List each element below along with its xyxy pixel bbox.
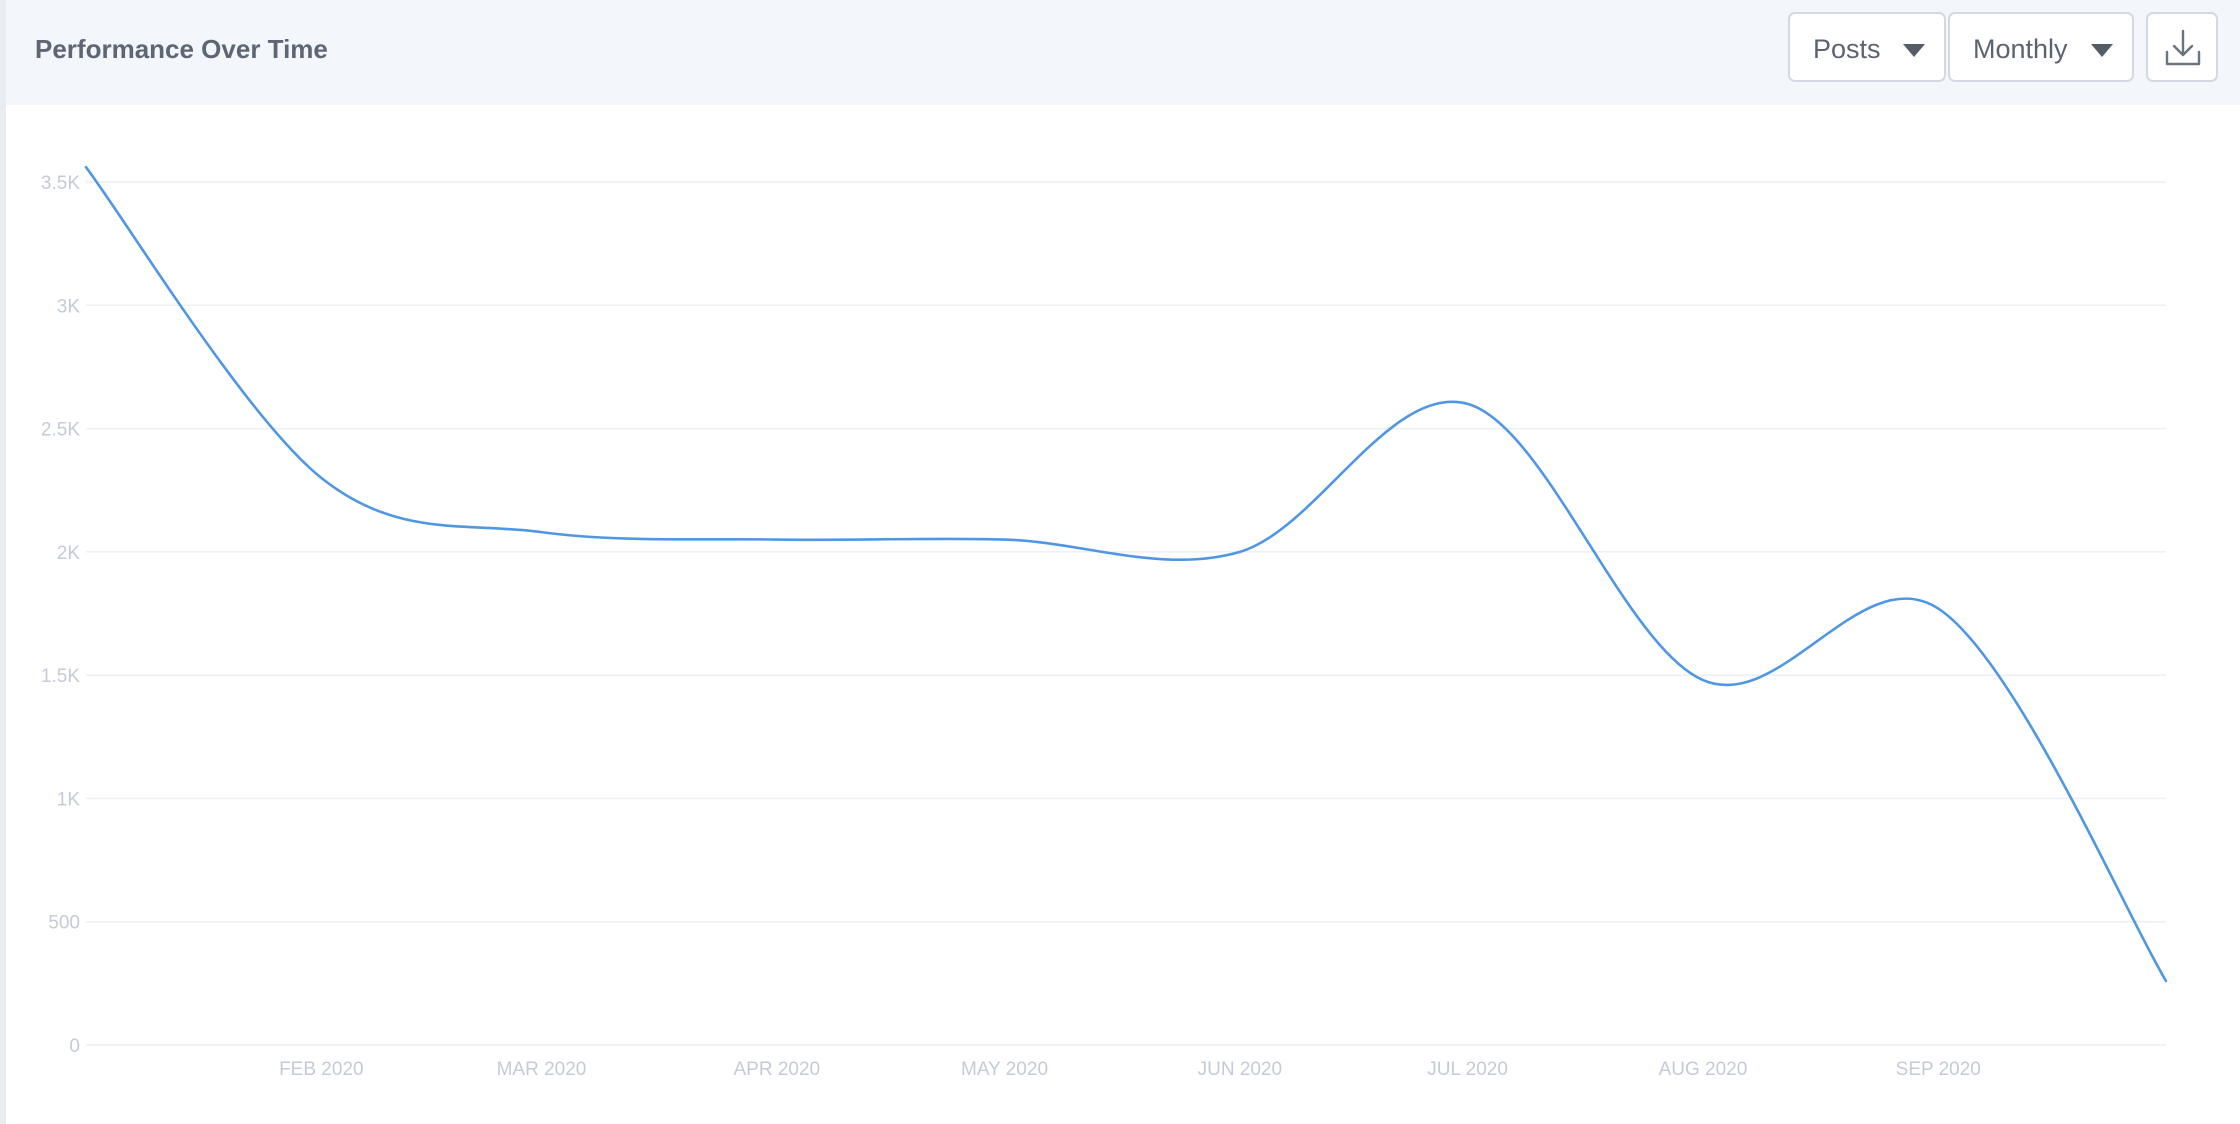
x-tick-label: JUN 2020 <box>1198 1059 1283 1080</box>
y-tick-label: 2K <box>57 543 81 564</box>
metric-dropdown-label: Posts <box>1813 34 1881 64</box>
series-line <box>84 165 2168 983</box>
chevron-down-icon <box>1903 44 1925 57</box>
chart-header: Performance Over Time Posts Monthly <box>6 0 2240 105</box>
metric-dropdown[interactable]: Posts <box>1788 12 1946 82</box>
chart-panel: Performance Over Time Posts Monthly 0 500… <box>6 0 2240 1124</box>
x-axis: FEB 2020 MAR 2020 APR 2020 MAY 2020 JUN 2020… <box>279 1059 1981 1080</box>
y-tick-label: 3K <box>57 296 81 317</box>
y-tick-label: 2.5K <box>41 420 80 441</box>
y-tick-label: 3.5K <box>41 173 80 194</box>
line-chart: 0 500 1K 1.5K 2K 2.5K 3K 3.5K FEB 2020 MAR 2020 A… <box>41 165 2168 1080</box>
gridlines <box>86 181 2166 1046</box>
y-tick-label: 1K <box>57 789 81 810</box>
chevron-down-icon <box>2091 44 2113 57</box>
x-tick-label: JUL 2020 <box>1427 1059 1508 1080</box>
x-tick-label: AUG 2020 <box>1659 1059 1748 1080</box>
interval-dropdown[interactable]: Monthly <box>1948 12 2134 82</box>
download-icon <box>2165 29 2201 66</box>
x-tick-label: MAY 2020 <box>961 1059 1048 1080</box>
x-tick-label: MAR 2020 <box>497 1059 587 1080</box>
series-layer <box>84 165 2168 983</box>
chart-title: Performance Over Time <box>35 34 328 64</box>
y-tick-label: 1.5K <box>41 666 80 687</box>
x-tick-label: APR 2020 <box>733 1059 820 1080</box>
x-tick-label: SEP 2020 <box>1896 1059 1981 1080</box>
y-axis: 0 500 1K 1.5K 2K 2.5K 3K 3.5K <box>41 173 80 1057</box>
x-tick-label: FEB 2020 <box>279 1059 364 1080</box>
interval-dropdown-label: Monthly <box>1973 34 2068 64</box>
y-tick-label: 500 <box>48 913 80 934</box>
y-tick-label: 0 <box>69 1036 80 1057</box>
download-button[interactable] <box>2146 12 2218 82</box>
